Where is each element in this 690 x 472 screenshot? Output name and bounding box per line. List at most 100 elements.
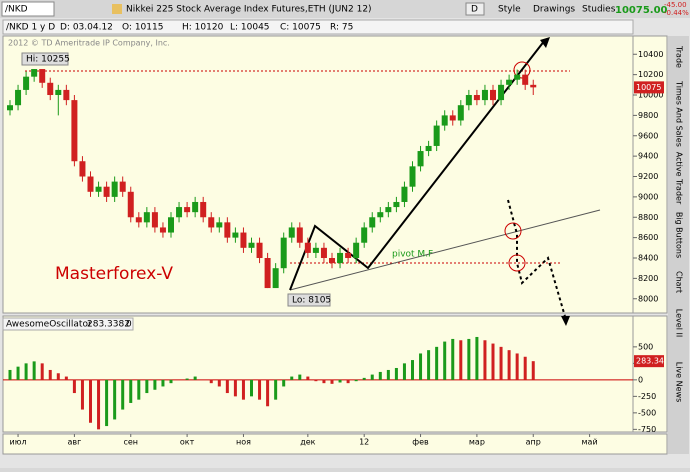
x-tick-label: апр (526, 438, 541, 447)
period-button[interactable] (465, 2, 485, 16)
osc-bar (266, 379, 270, 407)
info-field: D: 03.04.12 (60, 23, 113, 33)
candle-body (522, 74, 529, 85)
osc-bar (523, 356, 527, 380)
osc-bar (209, 379, 213, 384)
candle-body (417, 151, 424, 167)
x-tick-label: 12 (359, 438, 369, 447)
side-tab[interactable]: Level II (675, 309, 684, 337)
period: D (471, 5, 478, 15)
osc-bar (274, 379, 278, 400)
y-tick-label: 9200 (638, 172, 658, 181)
osc-bar (32, 361, 36, 380)
osc-marker-label: 283.34 (636, 357, 664, 366)
y-tick-label: -750 (638, 425, 656, 434)
osc-bar (467, 338, 471, 380)
osc-bar (16, 366, 20, 380)
y-tick-label: 10200 (638, 70, 663, 79)
y-tick-label: 9000 (638, 192, 658, 201)
candle-body (320, 247, 327, 259)
candle-body (103, 186, 110, 197)
candle-body (409, 166, 416, 187)
style-button[interactable]: Style (498, 5, 521, 15)
osc-bar (217, 379, 221, 387)
x-tick-label: июл (10, 438, 27, 447)
icon[interactable] (112, 4, 122, 14)
price-marker-label: 10075 (636, 83, 661, 92)
side-tab[interactable]: Live News (675, 362, 684, 403)
candle-body (47, 82, 54, 96)
candle-body (296, 227, 303, 243)
osc-bar (241, 379, 245, 400)
y-tick-label: 0 (638, 375, 643, 384)
symbol-input[interactable] (1, 1, 55, 17)
osc-bar (145, 379, 149, 394)
y-tick-label: 9600 (638, 131, 658, 140)
osc-bar (258, 379, 262, 400)
annotation: pivot M.F (392, 250, 433, 260)
candle-body (111, 181, 118, 197)
candle-body (127, 191, 134, 218)
candle-body (240, 232, 247, 248)
osc-bar (282, 379, 286, 387)
osc-bar (443, 341, 447, 380)
candle-body (441, 115, 448, 126)
candle-body (15, 89, 22, 106)
info-field: /NKD 1 y D (6, 23, 55, 33)
candle-body (135, 217, 142, 223)
osc-bar (475, 336, 479, 380)
y-tick-label: 8400 (638, 254, 658, 263)
candle-body (7, 105, 13, 111)
price-marker (634, 81, 664, 94)
studies-button[interactable]: Studies (582, 5, 616, 15)
osc-bar (185, 378, 189, 380)
last-price: 10075.00 (615, 5, 668, 16)
time-axis (2, 433, 668, 455)
osc-bar (515, 353, 519, 380)
side-tab[interactable]: Active Trader (675, 152, 684, 205)
osc-bar (250, 379, 253, 397)
osc-bar (531, 361, 535, 380)
x-tick-label: дек (300, 438, 315, 447)
x-tick-label: авг (67, 438, 81, 447)
osc-bar (411, 360, 414, 380)
info-field: C: 10075 (280, 23, 321, 33)
side-tab[interactable]: Times And Sales (675, 80, 684, 147)
osc-bar (370, 374, 374, 380)
osc-bar (48, 369, 52, 380)
y-tick-label: 9400 (638, 152, 658, 161)
candle-body (184, 207, 191, 213)
candle-body (256, 242, 263, 259)
candle-body (433, 125, 440, 146)
candle-body (63, 89, 70, 101)
osc-bar (306, 376, 310, 380)
x-tick-label: мар (469, 438, 485, 447)
candle-body (506, 79, 513, 85)
osc-marker (634, 355, 664, 368)
side-tab[interactable]: Trade (675, 45, 684, 68)
candle-body (449, 115, 456, 121)
side-tab[interactable]: Chart (675, 271, 684, 293)
drawings-button[interactable]: Drawings (533, 5, 575, 15)
osc-bar (459, 340, 463, 380)
osc-bar (483, 340, 487, 380)
x-tick-label: ноя (236, 438, 251, 447)
osc-axis (632, 315, 668, 433)
osc-bar (419, 353, 423, 380)
candle-body (304, 242, 311, 253)
x-tick-label: сен (123, 438, 138, 447)
candle-body (23, 76, 30, 90)
y-tick-label: -250 (638, 392, 656, 401)
candle-body (151, 212, 158, 228)
info-field: R: 75 (330, 23, 353, 33)
candle-body (498, 84, 505, 101)
osc-bar (113, 379, 117, 420)
x-tick-label: май (582, 438, 598, 447)
side-tab[interactable]: Big Buttons (675, 212, 684, 258)
osc-bar (354, 379, 358, 382)
candle-body (369, 217, 376, 228)
osc-bar (169, 379, 173, 384)
candle-body (401, 186, 408, 202)
candle-body (490, 89, 496, 101)
